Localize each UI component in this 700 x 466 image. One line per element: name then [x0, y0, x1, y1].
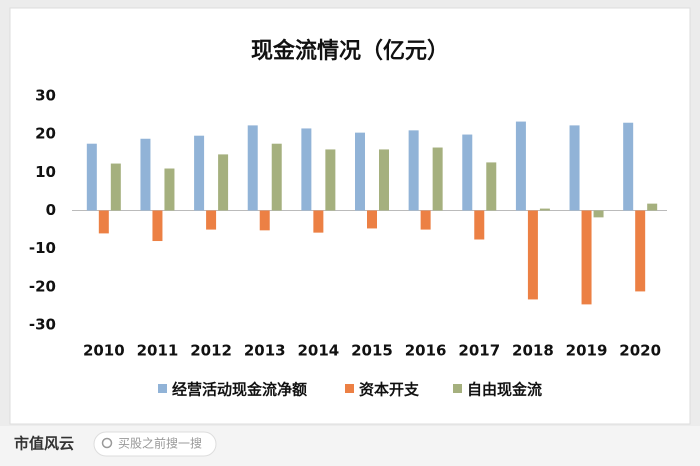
bar — [635, 210, 646, 292]
bar — [408, 130, 419, 211]
bar — [474, 210, 485, 240]
bar — [301, 128, 312, 211]
bar — [247, 125, 258, 211]
legend-swatch — [158, 384, 167, 393]
bar — [140, 138, 151, 211]
x-tick-label: 2018 — [512, 342, 554, 360]
x-tick-label: 2019 — [566, 342, 608, 360]
legend-swatch — [345, 384, 354, 393]
x-tick-label: 2015 — [351, 342, 393, 360]
bar — [194, 135, 205, 211]
bar — [164, 168, 175, 211]
bar — [325, 149, 336, 211]
bar — [271, 143, 282, 211]
bar — [420, 210, 431, 230]
bar — [152, 210, 163, 242]
bar — [539, 208, 550, 211]
x-tick-label: 2013 — [244, 342, 286, 360]
x-tick-label: 2020 — [619, 342, 661, 360]
bar — [515, 121, 526, 211]
chart-title: 现金流情况（亿元） — [251, 38, 449, 64]
x-tick-label: 2011 — [137, 342, 179, 360]
y-tick-label: 30 — [35, 87, 56, 105]
logo: 市值风云 — [14, 435, 74, 453]
search-text[interactable]: 买股之前搜一搜 — [118, 436, 202, 451]
y-tick-label: 20 — [35, 125, 56, 143]
y-tick-label: -10 — [29, 239, 56, 257]
bar — [593, 210, 604, 218]
bar — [313, 210, 324, 233]
bar — [432, 147, 443, 211]
y-tick-label: 10 — [35, 163, 56, 181]
bar — [355, 132, 365, 211]
bar — [527, 210, 538, 300]
x-tick-label: 2016 — [405, 342, 447, 360]
y-tick-label: 0 — [46, 201, 56, 219]
bar — [569, 125, 580, 211]
y-tick-label: -20 — [29, 277, 56, 295]
search-icon — [101, 437, 113, 449]
bar — [206, 210, 217, 230]
bar — [259, 210, 270, 231]
bar — [98, 210, 109, 234]
bar — [486, 162, 497, 211]
bar — [218, 154, 229, 211]
bar — [86, 143, 97, 211]
search-box[interactable] — [93, 431, 217, 457]
bar — [379, 149, 389, 211]
bar — [462, 134, 473, 211]
bar — [581, 210, 592, 305]
bar — [110, 163, 121, 211]
legend-label: 经营活动现金流净额 — [172, 381, 307, 399]
bar — [367, 210, 377, 229]
legend-label: 自由现金流 — [467, 381, 542, 399]
legend-label: 资本开支 — [359, 381, 420, 399]
bar — [623, 122, 634, 211]
y-tick-label: -30 — [29, 316, 56, 334]
x-tick-label: 2010 — [83, 342, 125, 360]
x-tick-label: 2012 — [190, 342, 232, 360]
x-tick-label: 2017 — [458, 342, 500, 360]
x-tick-label: 2014 — [297, 342, 339, 360]
legend-swatch — [453, 384, 462, 393]
bar — [647, 203, 658, 211]
panel — [9, 7, 691, 425]
